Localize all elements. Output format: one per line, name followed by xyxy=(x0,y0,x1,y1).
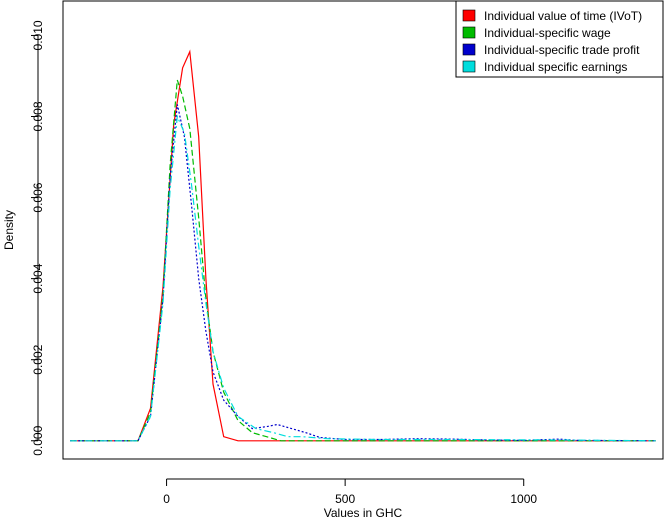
legend-label: Individual specific earnings xyxy=(484,60,627,74)
legend-box xyxy=(455,0,664,78)
legend-swatch xyxy=(462,9,476,22)
x-tick-label: 0 xyxy=(163,492,170,506)
y-tick-label: 0.008 xyxy=(31,101,45,131)
legend: Individual value of time (IVoT) Individua… xyxy=(455,0,664,78)
x-axis-title: Values in GHC xyxy=(324,506,403,520)
legend-label: Individual-specific trade profit xyxy=(484,43,640,57)
x-tick-label: 500 xyxy=(335,492,355,506)
y-tick-label: 0.010 xyxy=(31,20,45,50)
y-tick-label: 0.002 xyxy=(31,344,45,374)
x-axis: 0 500 1000 xyxy=(163,478,537,506)
series-line xyxy=(70,114,656,442)
series-line xyxy=(70,49,656,442)
legend-swatch xyxy=(462,26,476,39)
y-axis: 0.000 0.002 0.004 0.006 0.008 0.010 xyxy=(31,20,45,456)
x-tick-label: 1000 xyxy=(510,492,537,506)
legend-swatch xyxy=(462,60,476,73)
y-tick-label: 0.000 xyxy=(31,425,45,455)
plot-frame xyxy=(62,0,664,460)
y-tick-label: 0.006 xyxy=(31,182,45,212)
legend-label: Individual value of time (IVoT) xyxy=(484,9,642,23)
legend-label: Individual-specific wage xyxy=(484,26,611,40)
y-tick-label: 0.004 xyxy=(31,263,45,293)
y-axis-title: Density xyxy=(2,210,16,250)
series-line xyxy=(70,104,656,442)
series-layer xyxy=(70,49,656,442)
legend-swatch xyxy=(462,43,476,56)
series-line xyxy=(70,79,656,442)
